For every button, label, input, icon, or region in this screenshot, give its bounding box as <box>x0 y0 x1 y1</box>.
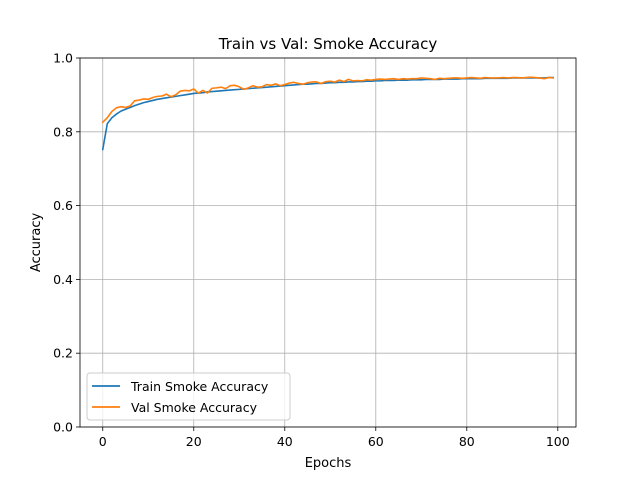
legend-label-train: Train Smoke Accuracy <box>130 379 269 394</box>
x-tick-label: 20 <box>186 434 202 449</box>
x-tick-label: 100 <box>546 434 570 449</box>
y-tick-label: 0.2 <box>53 346 73 361</box>
y-tick-label: 0.6 <box>53 198 73 213</box>
y-tick-label: 1.0 <box>53 51 73 66</box>
y-tick-label: 0.8 <box>53 124 73 139</box>
x-tick-label: 60 <box>368 434 384 449</box>
ticks: 0 20 40 60 80 100 0.0 0.2 0.4 0.6 0.8 1.0 <box>53 51 570 450</box>
legend-label-val: Val Smoke Accuracy <box>131 400 258 415</box>
series-lines <box>101 76 555 151</box>
plot-frame <box>79 57 577 428</box>
val-accuracy-line <box>101 76 555 124</box>
x-tick-label: 0 <box>99 434 107 449</box>
x-tick-label: 80 <box>459 434 475 449</box>
y-axis-label: Accuracy <box>29 213 44 273</box>
x-axis-label: Epochs <box>305 456 352 471</box>
y-tick-label: 0.4 <box>53 272 73 287</box>
x-tick-label: 40 <box>277 434 293 449</box>
chart-title: Train vs Val: Smoke Accuracy <box>218 35 438 53</box>
y-tick-label: 0.0 <box>53 420 73 435</box>
grid <box>80 57 576 428</box>
legend: Train Smoke Accuracy Val Smoke Accuracy <box>86 372 291 421</box>
legend-box <box>86 372 291 421</box>
